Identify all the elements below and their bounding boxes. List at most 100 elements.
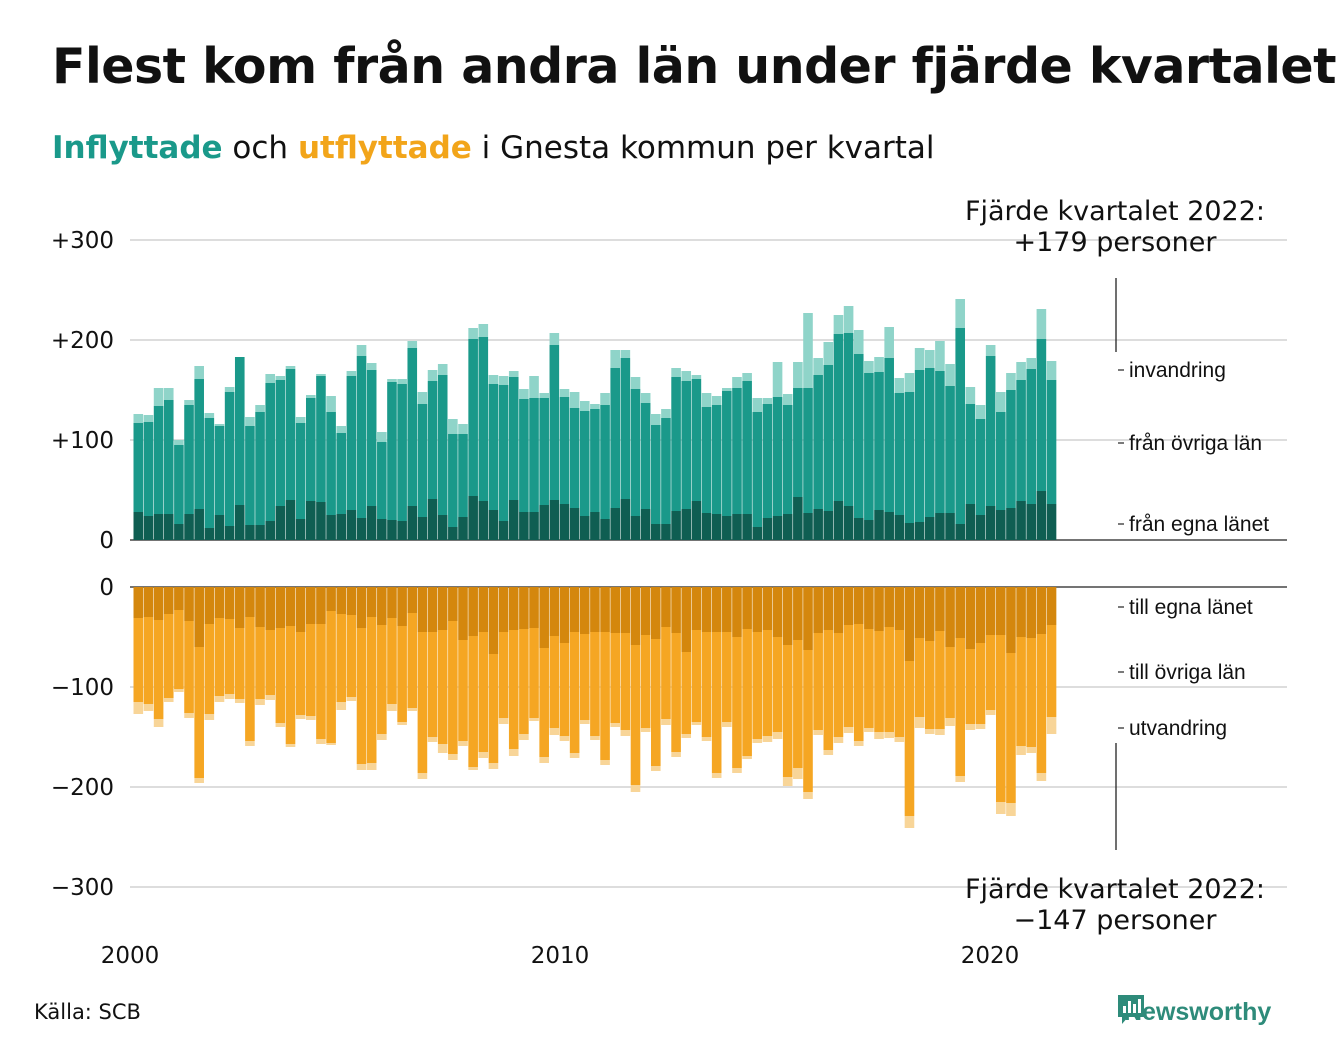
bar-outflow-utvandring (437, 744, 448, 753)
bar-inflow-egna (782, 514, 793, 540)
bar-inflow-egna (549, 500, 560, 540)
bar-outflow-ovriga (711, 632, 722, 773)
bar-inflow-ovriga (194, 379, 204, 509)
bar-inflow-invandring (498, 376, 509, 385)
bar-outflow-ovriga (285, 626, 296, 744)
bar-outflow-ovriga (833, 633, 844, 737)
bar-outflow-utvandring (671, 752, 681, 757)
bar-outflow-ovriga (661, 627, 671, 719)
bar-outflow-egna (803, 587, 813, 650)
bar-inflow-invandring (133, 414, 144, 423)
brand-logo[interactable]: Newsworthy (1116, 993, 1271, 1031)
bar-inflow-egna (559, 504, 570, 540)
bar-inflow-egna (772, 516, 783, 540)
bar-inflow-egna (437, 515, 448, 540)
bar-outflow-egna (194, 587, 204, 647)
bar-outflow-utvandring (498, 718, 509, 724)
bar-inflow-ovriga (701, 407, 712, 513)
bar-inflow-ovriga (214, 426, 225, 515)
bar-outflow-utvandring (975, 724, 986, 729)
bar-inflow-egna (336, 514, 347, 540)
bar-outflow-egna (884, 587, 894, 627)
bar-outflow-egna (620, 587, 631, 633)
x-tick-label: 2000 (101, 943, 160, 969)
bar-inflow-invandring (661, 409, 671, 418)
bar-outflow-utvandring (569, 753, 580, 758)
bar-outflow-utvandring (1016, 746, 1026, 755)
bar-inflow-egna (1026, 504, 1037, 540)
bar-outflow-egna (265, 587, 276, 630)
x-tick-label: 2020 (961, 943, 1020, 969)
gridlines (130, 239, 1287, 888)
bar-inflow-invandring (529, 376, 539, 398)
bar-outflow-ovriga (691, 630, 702, 722)
bar-inflow-ovriga (711, 405, 722, 514)
bar-outflow-ovriga (752, 632, 763, 739)
bar-inflow-invandring (1046, 361, 1057, 380)
bar-inflow-invandring (1026, 358, 1037, 369)
bar-outflow-ovriga (336, 614, 347, 702)
bar-inflow-invandring (965, 387, 976, 404)
bar-outflow-utvandring (377, 734, 387, 740)
bar-outflow-ovriga (569, 632, 580, 753)
bar-inflow-ovriga (498, 385, 509, 521)
bar-inflow-egna (590, 512, 600, 540)
bar-inflow-ovriga (762, 404, 773, 518)
bar-outflow-egna (153, 587, 164, 620)
bar-inflow-ovriga (955, 328, 966, 524)
bar-outflow-ovriga (295, 632, 306, 715)
bar-inflow-invandring (265, 374, 276, 383)
bar-inflow-ovriga (458, 434, 468, 517)
bar-outflow-utvandring (265, 695, 276, 700)
bar-inflow-invandring (204, 413, 215, 418)
bar-inflow-invandring (427, 370, 438, 381)
bar-inflow-ovriga (427, 381, 438, 499)
bar-outflow-ovriga (214, 618, 225, 696)
bar-outflow-ovriga (305, 624, 316, 716)
bar-outflow-utvandring (600, 760, 610, 765)
bar-inflow-egna (600, 519, 610, 540)
bar-outflow-utvandring (448, 754, 458, 760)
bar-outflow-egna (174, 587, 184, 610)
bar-outflow-ovriga (468, 636, 478, 767)
bar-outflow-ovriga (843, 625, 854, 727)
bar-outflow-egna (630, 587, 641, 645)
bar-outflow-ovriga (275, 628, 286, 723)
bar-inflow-egna (224, 526, 235, 540)
bar-outflow-utvandring (305, 716, 316, 720)
bar-outflow-egna (1016, 587, 1026, 637)
bar-outflow-ovriga (1006, 653, 1016, 803)
bar-inflow-ovriga (1016, 380, 1026, 501)
bar-outflow-utvandring (295, 715, 306, 719)
bar-outflow-egna (133, 587, 144, 618)
bar-inflow-invandring (458, 424, 468, 434)
bar-inflow-ovriga (914, 370, 925, 522)
bar-inflow-ovriga (843, 333, 854, 506)
bar-outflow-ovriga (772, 637, 783, 732)
bar-inflow-ovriga (823, 365, 834, 511)
bar-outflow-ovriga (448, 621, 458, 754)
bar-inflow-invandring (417, 392, 428, 404)
bar-inflow-egna (295, 519, 306, 540)
bar-outflow-egna (234, 587, 245, 628)
bar-inflow-invandring (174, 440, 184, 445)
bar-inflow-egna (508, 500, 519, 540)
bar-outflow-ovriga (762, 630, 773, 736)
bar-inflow-ovriga (346, 376, 357, 510)
bar-inflow-ovriga (985, 356, 996, 506)
bar-outflow-utvandring (326, 743, 336, 745)
bar-inflow-egna (904, 523, 915, 540)
bar-inflow-ovriga (478, 337, 489, 501)
bar-inflow-ovriga (590, 409, 600, 512)
bar-inflow-invandring (914, 348, 925, 370)
subtitle-connector: och (222, 130, 298, 166)
y-tick-label-bottom: −300 (51, 875, 114, 901)
bar-inflow-egna (924, 517, 935, 540)
bar-outflow-egna (579, 587, 590, 634)
bar-inflow-invandring (853, 330, 864, 354)
bar-inflow-invandring (326, 396, 336, 412)
y-tick-label-top: 0 (99, 528, 114, 554)
bar-inflow-ovriga (864, 373, 874, 520)
bar-inflow-ovriga (437, 375, 448, 515)
bar-outflow-utvandring (458, 741, 468, 746)
